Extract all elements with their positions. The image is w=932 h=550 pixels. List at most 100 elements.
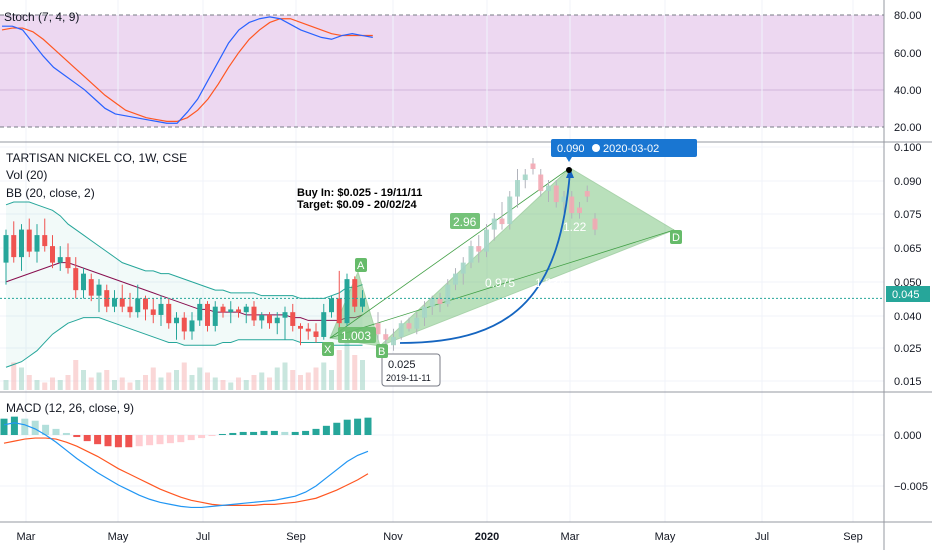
point-label-b: B [378,346,385,358]
candle-body [158,303,164,315]
bb-upper-line [5,201,363,299]
candle-body [166,303,172,324]
macd-histogram-bar [114,435,122,448]
candle-body [267,314,272,324]
volume-bar [181,362,187,390]
macd-histogram-bar [31,420,39,435]
buy-in-text: Buy In: $0.025 - 19/11/11 [297,187,422,199]
volume-bar [50,377,55,390]
pattern-line [329,229,675,339]
volume-bar [243,380,249,390]
macd-histogram-bar [229,432,237,435]
macd-histogram-bar [83,435,91,442]
volume-bar [127,382,133,390]
stoch-band [0,15,884,127]
volume-bar [158,377,164,390]
candle-body [34,235,40,252]
pattern-bcd [379,167,676,347]
high-label-pointer [566,157,572,162]
volume-bar [336,350,342,390]
candle-body [569,196,575,214]
arrow-head [566,168,574,178]
price-tick: 0.040 [894,311,922,323]
candle-body [515,180,520,197]
candle-body [321,312,327,337]
macd-histogram-bar [104,435,112,447]
macd-pane [0,416,372,509]
volume-bar [228,382,234,390]
volume-bar [259,372,265,390]
target-text: Target: $0.09 - 20/02/24 [297,199,418,211]
volume-bar [150,367,156,390]
macd-histogram-bar [21,418,29,435]
candle-body [243,306,249,313]
volume-bar [360,360,365,390]
low-label-box [381,353,441,387]
candle-body [42,235,48,247]
candle-body [251,306,257,321]
candle-body [429,298,435,307]
x-tick: Mar [17,531,36,543]
macd-histogram-bar [166,435,174,444]
x-tick: Jul [755,531,769,543]
pattern-line [329,167,571,339]
volume-bar [282,362,288,390]
candle-body [259,314,265,321]
clock-icon [592,144,600,152]
volume-bar [329,370,334,390]
point-label-box [670,230,682,244]
macd-histogram-bar [52,428,60,435]
x-tick: Jul [196,531,210,543]
volume-bar [143,375,148,390]
candle-body [88,279,94,296]
macd-histogram-bar [125,435,133,448]
macd-histogram-bar [239,431,247,435]
macd-histogram-bar [135,435,143,447]
candle-body [313,331,319,337]
volume-bar [26,375,32,390]
candle-body [104,290,110,307]
volume-bar [344,342,350,390]
candle-body [592,218,598,230]
candle-body [127,306,133,313]
volume-bar [189,375,195,390]
ratio-xd: 2.96 [453,215,477,229]
macd-histogram-bar [302,430,310,435]
volume-bar [313,367,319,390]
candle-body [290,312,296,326]
macd-label[interactable]: MACD (12, 26, close, 9) [6,401,134,415]
x-tick: May [108,531,129,543]
macd-histogram-bar [218,433,226,435]
volume-bar [135,380,141,390]
point-label-a: A [357,260,365,272]
candle-body [468,246,474,263]
stoch-d-line [1,18,373,123]
candle-body [375,323,381,335]
candle-body [19,229,24,258]
candle-body [11,235,17,258]
candle-body [491,218,497,230]
volume-bar [305,372,311,390]
ratio-bd: 1.22 [563,220,587,234]
bb-label[interactable]: BB (20, close, 2) [6,186,95,200]
x-tick: May [655,531,676,543]
stoch-k-line [2,16,373,124]
candle-body [50,246,55,263]
candle-body [445,284,451,304]
candle-body [305,328,311,332]
candle-body [577,207,582,214]
macd-line [3,422,369,509]
volume-bar [220,380,226,390]
macd-histogram-bar [343,419,351,435]
stoch-label[interactable]: Stoch (7, 4, 9) [4,10,79,24]
vol-label[interactable]: Vol (20) [6,168,47,182]
volume-bar [19,367,24,390]
high-marker [566,167,572,173]
high-label-date: 2020-03-02 [603,143,659,155]
volume-bar [96,372,102,390]
bb-lower-line [5,317,363,368]
candle-body [422,306,427,318]
bb-fill [6,202,363,368]
price-tick: 0.100 [894,142,922,154]
